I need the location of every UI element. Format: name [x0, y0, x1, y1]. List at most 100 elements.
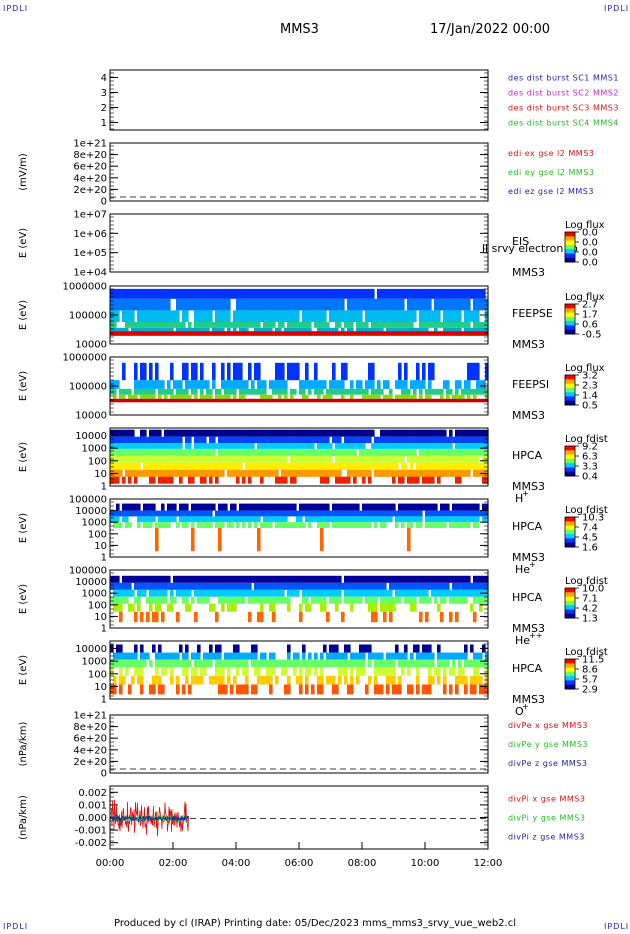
heatmap-cell — [275, 575, 279, 583]
heatmap-cell — [254, 298, 258, 311]
heatmap-cell — [239, 310, 243, 322]
heatmap-cell — [260, 429, 264, 437]
heatmap-cell — [461, 448, 465, 456]
heatmap-cell — [344, 589, 348, 597]
heatmap-cell — [218, 298, 222, 311]
heatmap-cell — [185, 436, 189, 444]
y-tick-label: 1000 — [82, 657, 107, 668]
heatmap-cell — [302, 322, 306, 328]
heatmap-cell — [347, 503, 351, 511]
heatmap-cell — [266, 462, 270, 470]
heatmap-cell — [233, 436, 237, 444]
heatmap-cell — [452, 469, 456, 477]
heatmap-cell — [356, 398, 360, 403]
heatmap-cell — [413, 331, 417, 336]
heatmap-cell — [161, 469, 165, 477]
heatmap-cell — [320, 462, 324, 470]
heatmap-cell — [155, 455, 159, 463]
heatmap-cell — [338, 448, 342, 456]
species-label: O — [515, 705, 524, 718]
heatmap-cell — [233, 462, 237, 470]
heatmap-cell — [473, 455, 477, 463]
y-axis-label: E (eV) — [18, 584, 29, 614]
heatmap-cell — [305, 288, 309, 299]
heatmap-cell — [155, 675, 159, 685]
heatmap-cell — [440, 596, 444, 604]
heatmap-cell — [215, 443, 219, 449]
heatmap-cell — [284, 510, 288, 517]
heatmap-cell — [152, 436, 156, 444]
heatmap-cell — [164, 429, 168, 437]
heatmap-cell — [140, 443, 144, 449]
heatmap-cell — [110, 659, 114, 668]
heatmap-cell — [485, 516, 489, 523]
heatmap-cell — [383, 596, 387, 604]
heatmap-cell — [224, 684, 228, 695]
heatmap-cell — [206, 288, 210, 299]
heatmap-cell — [437, 603, 441, 612]
legend-entry: divPe y gse MMS3 — [508, 740, 588, 749]
heatmap-cell — [485, 667, 489, 676]
heatmap-cell — [215, 589, 219, 597]
heatmap-cell — [407, 398, 411, 403]
heatmap-cell — [257, 327, 261, 332]
heatmap-cell — [335, 469, 339, 477]
heatmap-cell — [413, 398, 417, 403]
heatmap-cell — [476, 522, 480, 528]
heatmap-cell — [401, 455, 405, 463]
heatmap-cell — [161, 611, 165, 623]
heatmap-cell — [476, 436, 480, 444]
heatmap-cell — [377, 469, 381, 477]
heatmap-cell — [218, 310, 222, 322]
heatmap-cell — [269, 589, 273, 597]
heatmap-cell — [278, 589, 282, 597]
heatmap-cell — [275, 469, 279, 477]
heatmap-cell — [386, 322, 390, 328]
heatmap-cell — [194, 380, 198, 389]
heatmap-cell — [224, 388, 228, 395]
heatmap-cell — [122, 288, 126, 299]
heatmap-cell — [290, 398, 294, 403]
heatmap-cell — [284, 327, 288, 332]
heatmap-cell — [152, 596, 156, 604]
heatmap-cell — [359, 455, 363, 463]
legend-entry: des dist burst SC3 MMS3 — [508, 104, 619, 113]
heatmap-cell — [311, 582, 315, 590]
heatmap-cell — [455, 298, 459, 311]
heatmap-cell — [374, 652, 378, 660]
heatmap-cell — [341, 582, 345, 590]
heatmap-cell — [329, 394, 333, 399]
heatmap-cell — [350, 288, 354, 299]
heatmap-cell — [380, 652, 384, 660]
heatmap-cell — [281, 288, 285, 299]
heatmap-cell — [368, 516, 372, 523]
heatmap-cell — [413, 327, 417, 332]
heatmap-cell — [236, 575, 240, 583]
heatmap-cell — [371, 516, 375, 523]
heatmap-cell — [320, 288, 324, 299]
heatmap-cell — [473, 667, 477, 676]
heatmap-cell — [263, 436, 267, 444]
heatmap-cell — [407, 436, 411, 444]
heatmap-cell — [113, 462, 117, 470]
heatmap-cell — [149, 603, 153, 612]
heatmap-cell — [269, 582, 273, 590]
heatmap-cell — [470, 398, 474, 403]
heatmap-cell — [476, 327, 480, 332]
heatmap-cell — [161, 589, 165, 597]
heatmap-cell — [317, 675, 321, 685]
heatmap-cell — [461, 516, 465, 523]
heatmap-cell — [149, 310, 153, 322]
heatmap-cell — [227, 380, 231, 389]
heatmap-cell — [389, 436, 393, 444]
y-tick-label: 4 — [101, 73, 107, 84]
heatmap-cell — [416, 462, 420, 470]
heatmap-cell — [431, 331, 435, 336]
heatmap-cell — [359, 310, 363, 322]
heatmap-cell — [272, 603, 276, 612]
heatmap-cell — [197, 298, 201, 311]
heatmap-cell — [449, 522, 453, 528]
heatmap-cell — [209, 589, 213, 597]
heatmap-cell — [218, 675, 222, 685]
colorbar-title: Log fdist — [565, 576, 608, 587]
